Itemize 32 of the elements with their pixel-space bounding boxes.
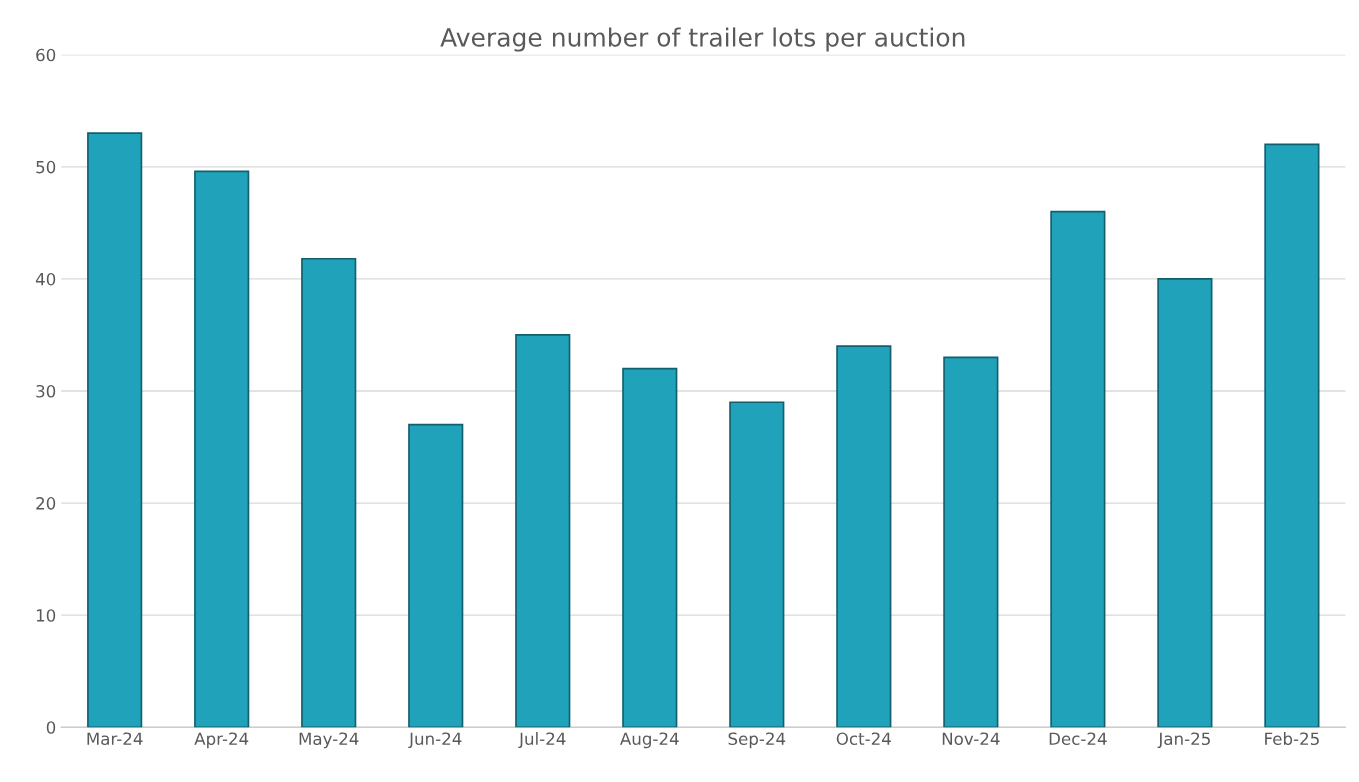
bar: [1157, 278, 1213, 728]
bar: [836, 345, 892, 728]
x-tick-label: May-24: [299, 732, 359, 749]
y-tick-label: 10: [36, 609, 56, 622]
y-tick-label: 40: [35, 272, 56, 286]
x-tick-label: Jun-24: [408, 732, 462, 749]
x-tick-label: Jul-24: [518, 732, 566, 749]
bar: [515, 334, 571, 728]
y-tick-label: 20: [36, 497, 56, 510]
x-tick-label: Feb-25: [1265, 732, 1319, 746]
bar: [622, 367, 678, 728]
x-tick-label: Nov-24: [942, 732, 1000, 746]
bar: [408, 423, 464, 728]
x-tick-label: Dec-24: [1049, 732, 1107, 746]
y-tick-label: 0: [46, 721, 56, 734]
bar: [729, 401, 785, 728]
bar: [301, 257, 357, 728]
x-tick-label: Apr-24: [194, 732, 249, 749]
chart-title: Average number of trailer lots per auction: [440, 27, 965, 52]
y-tick-label: 60: [36, 48, 56, 62]
x-tick-label: Jan-25: [1157, 732, 1210, 749]
bar: [87, 132, 143, 728]
bar: [1264, 143, 1320, 728]
y-tick-label: 50: [36, 160, 56, 174]
x-tick-label: Aug-24: [620, 732, 679, 749]
y-tick-label: 30: [36, 384, 56, 398]
bar: [194, 170, 250, 728]
x-tick-label: Sep-24: [728, 732, 786, 749]
x-tick-label: Oct-24: [836, 732, 891, 746]
x-tick-label: Mar-24: [87, 732, 143, 746]
bar: [943, 356, 999, 728]
bar: [1050, 210, 1106, 728]
